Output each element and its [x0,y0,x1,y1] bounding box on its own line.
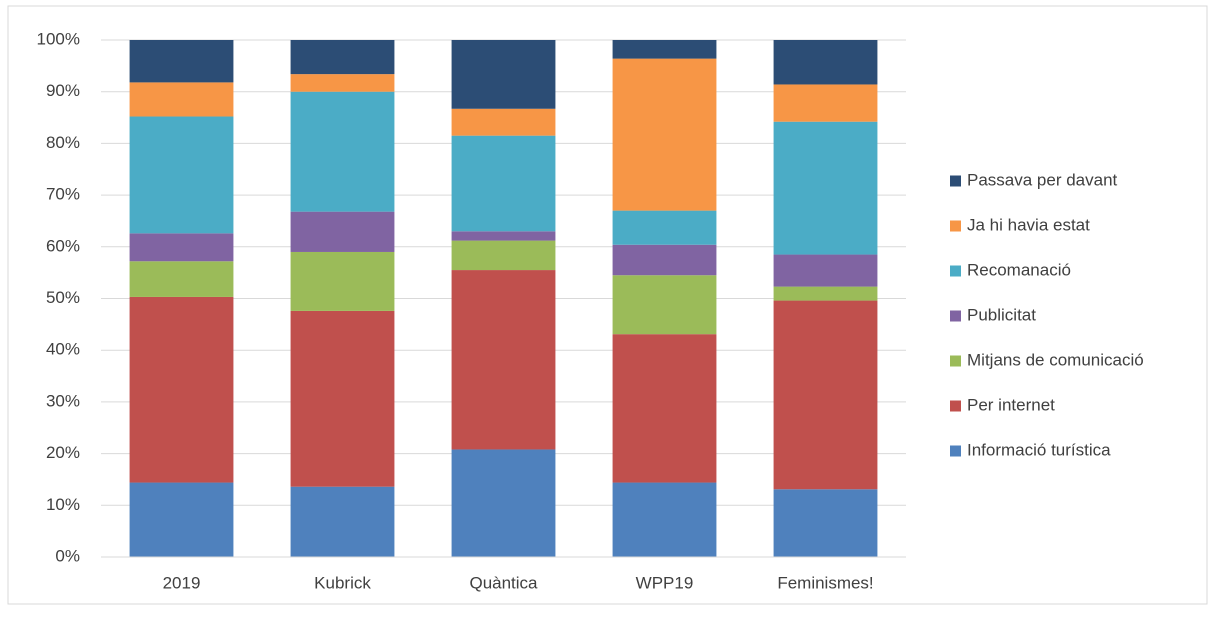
legend-swatch [950,265,961,277]
y-tick-label: 20% [46,443,80,462]
x-tick-label: WPP19 [636,573,694,592]
bar-segment [129,116,234,234]
legend-label: Informació turística [967,440,1111,459]
bar-segment [773,84,878,122]
bar-segment [451,108,556,136]
legend-label: Passava per davant [967,170,1118,189]
y-tick-label: 90% [46,81,80,100]
bar-segment [129,296,234,483]
bar-segment [290,486,395,557]
bar-segment [129,261,234,297]
y-tick-label: 50% [46,288,80,307]
bar-segment [451,240,556,271]
bar-segment [612,482,717,557]
y-tick-label: 70% [46,185,80,204]
bar-segment [773,121,878,255]
bar-segment [129,40,234,83]
y-tick-label: 60% [46,236,80,255]
legend-label: Recomanació [967,260,1071,279]
x-tick-label: Feminismes! [777,573,873,592]
y-tick-label: 80% [46,133,80,152]
bar-segment [290,91,395,212]
bar-segment [612,210,717,245]
bar-segment [451,449,556,557]
bar-segment [451,40,556,109]
bar-segment [612,244,717,276]
bar-segment [451,231,556,241]
x-tick-label: Quàntica [469,573,538,592]
legend-swatch [950,175,961,187]
legend-label: Per internet [967,395,1055,414]
y-tick-label: 10% [46,495,80,514]
bar-segment [129,233,234,262]
bar-segment [129,82,234,117]
y-tick-label: 30% [46,391,80,410]
legend-swatch [950,445,961,457]
y-tick-label: 100% [37,29,80,48]
legend-swatch [950,310,961,322]
y-tick-label: 0% [55,546,80,565]
bar-segment [773,489,878,557]
bar-segment [290,251,395,311]
bar-segment [451,135,556,232]
bar-segment [451,270,556,450]
bar-segment [129,482,234,557]
x-tick-label: Kubrick [314,573,371,592]
bar-segment [773,254,878,287]
legend-swatch [950,355,961,367]
bar-segment [773,40,878,85]
bar-segment [773,286,878,301]
bar-segment [612,275,717,335]
legend-swatch [950,400,961,412]
bar-segment [612,40,717,59]
bar-segment [290,74,395,92]
bar-segment [612,334,717,483]
bar-segment [612,58,717,211]
bar-segment [290,310,395,487]
bar-segment [290,40,395,75]
y-tick-label: 40% [46,340,80,359]
bar-segment [773,300,878,490]
legend-label: Mitjans de comunicació [967,350,1144,369]
legend-swatch [950,220,961,232]
x-tick-label: 2019 [163,573,201,592]
legend-label: Publicitat [967,305,1036,324]
legend-label: Ja hi havia estat [967,215,1090,234]
bar-segment [290,211,395,252]
